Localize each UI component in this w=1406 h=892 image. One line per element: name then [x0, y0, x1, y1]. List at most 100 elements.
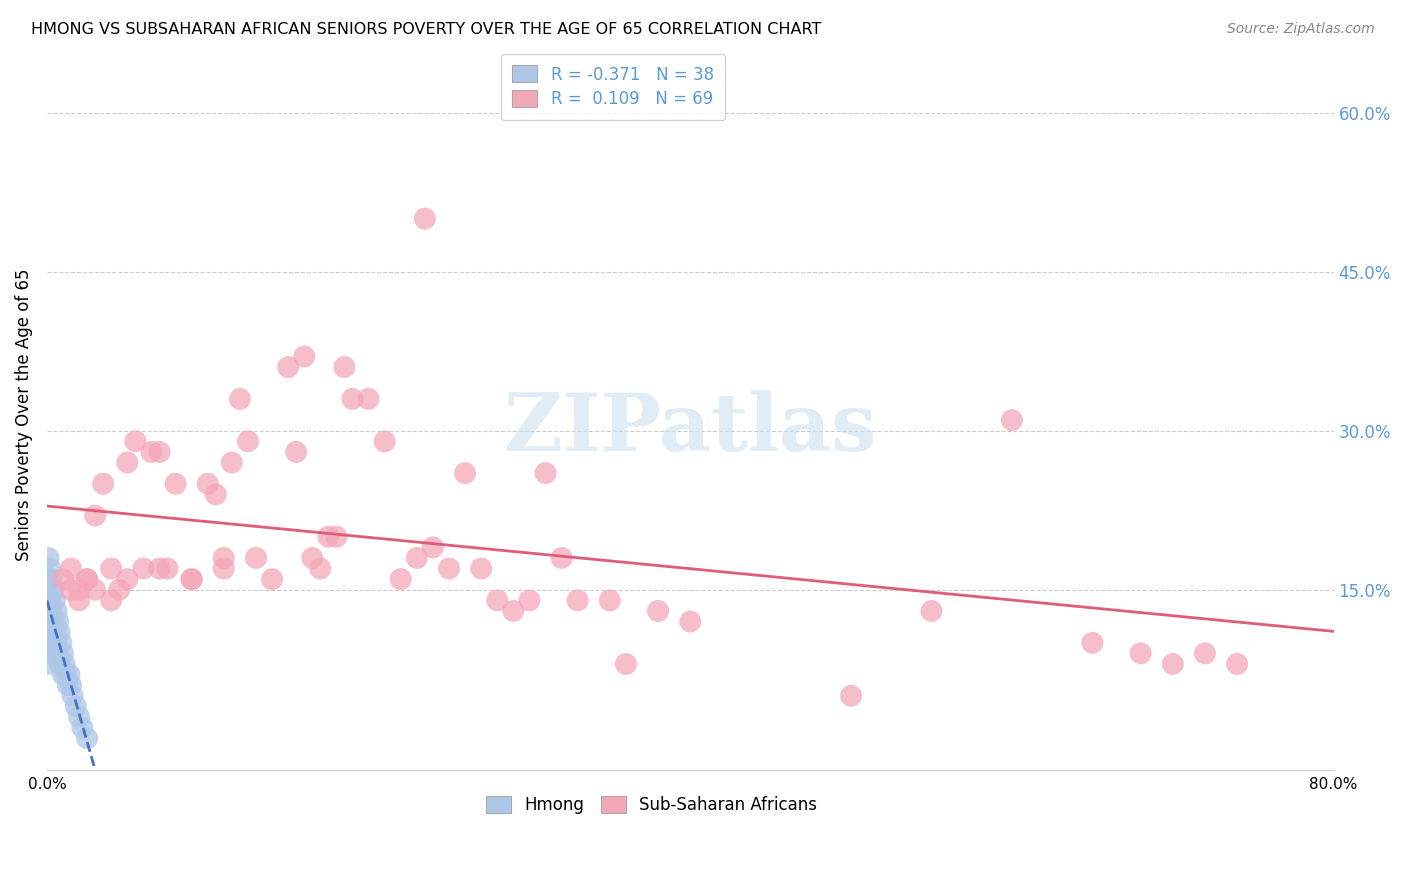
Point	[357, 392, 380, 406]
Point	[1081, 636, 1104, 650]
Point	[292, 350, 315, 364]
Point	[141, 445, 163, 459]
Point	[1001, 413, 1024, 427]
Point	[374, 434, 396, 449]
Point	[41, 604, 63, 618]
Point	[262, 572, 284, 586]
Point	[60, 582, 83, 597]
Point	[42, 582, 65, 597]
Point	[212, 550, 235, 565]
Point	[35, 572, 58, 586]
Point	[486, 593, 509, 607]
Point	[39, 593, 62, 607]
Point	[42, 615, 65, 629]
Point	[37, 582, 59, 597]
Point	[567, 593, 589, 607]
Point	[46, 646, 69, 660]
Point	[148, 445, 170, 459]
Point	[1129, 646, 1152, 660]
Point	[72, 721, 94, 735]
Point	[45, 636, 67, 650]
Point	[37, 625, 59, 640]
Point	[37, 604, 59, 618]
Point	[325, 530, 347, 544]
Point	[41, 646, 63, 660]
Point	[405, 550, 427, 565]
Point	[44, 625, 66, 640]
Point	[44, 593, 66, 607]
Point	[165, 476, 187, 491]
Point	[180, 572, 202, 586]
Point	[1226, 657, 1249, 671]
Point	[51, 636, 73, 650]
Point	[41, 572, 63, 586]
Point	[470, 561, 492, 575]
Point	[76, 731, 98, 746]
Y-axis label: Seniors Poverty Over the Age of 65: Seniors Poverty Over the Age of 65	[15, 268, 32, 561]
Point	[60, 678, 83, 692]
Point	[245, 550, 267, 565]
Point	[550, 550, 572, 565]
Point	[156, 561, 179, 575]
Text: HMONG VS SUBSAHARAN AFRICAN SENIORS POVERTY OVER THE AGE OF 65 CORRELATION CHART: HMONG VS SUBSAHARAN AFRICAN SENIORS POVE…	[31, 22, 821, 37]
Point	[285, 445, 308, 459]
Point	[132, 561, 155, 575]
Point	[148, 561, 170, 575]
Point	[108, 582, 131, 597]
Point	[413, 211, 436, 226]
Point	[309, 561, 332, 575]
Point	[1194, 646, 1216, 660]
Point	[39, 636, 62, 650]
Point	[39, 561, 62, 575]
Point	[647, 604, 669, 618]
Point	[277, 360, 299, 375]
Point	[599, 593, 621, 607]
Point	[35, 636, 58, 650]
Point	[100, 593, 122, 607]
Point	[342, 392, 364, 406]
Point	[117, 572, 139, 586]
Point	[534, 466, 557, 480]
Point	[100, 561, 122, 575]
Point	[67, 593, 90, 607]
Point	[53, 657, 76, 671]
Point	[679, 615, 702, 629]
Point	[52, 667, 75, 681]
Point	[236, 434, 259, 449]
Point	[921, 604, 943, 618]
Point	[212, 561, 235, 575]
Point	[35, 615, 58, 629]
Point	[197, 476, 219, 491]
Point	[67, 582, 90, 597]
Point	[67, 710, 90, 724]
Point	[204, 487, 226, 501]
Point	[221, 456, 243, 470]
Point	[65, 699, 87, 714]
Text: Source: ZipAtlas.com: Source: ZipAtlas.com	[1227, 22, 1375, 37]
Text: ZIPatlas: ZIPatlas	[505, 390, 876, 468]
Point	[389, 572, 412, 586]
Point	[58, 667, 80, 681]
Point	[180, 572, 202, 586]
Point	[49, 657, 72, 671]
Point	[49, 625, 72, 640]
Point	[91, 476, 114, 491]
Point	[60, 561, 83, 575]
Point	[124, 434, 146, 449]
Point	[614, 657, 637, 671]
Point	[1161, 657, 1184, 671]
Point	[422, 541, 444, 555]
Point	[502, 604, 524, 618]
Point	[35, 657, 58, 671]
Legend: Hmong, Sub-Saharan Africans: Hmong, Sub-Saharan Africans	[474, 784, 830, 826]
Point	[839, 689, 862, 703]
Point	[84, 508, 107, 523]
Point	[46, 615, 69, 629]
Point	[519, 593, 541, 607]
Point	[84, 582, 107, 597]
Point	[62, 689, 84, 703]
Point	[318, 530, 340, 544]
Point	[52, 646, 75, 660]
Point	[454, 466, 477, 480]
Point	[35, 593, 58, 607]
